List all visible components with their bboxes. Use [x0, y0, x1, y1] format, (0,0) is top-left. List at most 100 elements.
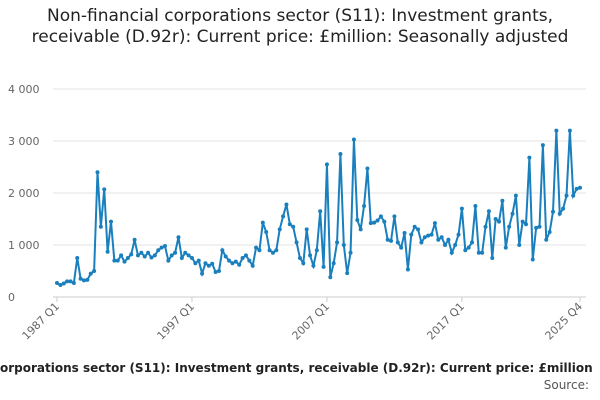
point	[112, 258, 117, 263]
point	[55, 280, 59, 285]
x-tick-label: 2007 Q1	[290, 300, 333, 343]
caption: orporations sector (S11): Investment gra…	[0, 361, 592, 375]
point	[274, 248, 279, 253]
point	[331, 261, 336, 266]
point	[530, 257, 535, 262]
point	[402, 231, 407, 236]
point	[439, 235, 444, 240]
point	[88, 271, 93, 276]
point	[68, 279, 73, 284]
point	[463, 248, 468, 253]
point	[416, 227, 421, 232]
point	[146, 250, 151, 255]
point	[385, 237, 390, 242]
y-tick-label: 0	[8, 291, 15, 304]
point	[520, 219, 525, 224]
point	[426, 233, 431, 238]
point	[203, 261, 208, 266]
point	[328, 275, 333, 280]
point	[149, 255, 154, 260]
point	[453, 243, 458, 247]
point	[382, 219, 387, 224]
point	[102, 187, 107, 192]
point	[372, 220, 377, 225]
point	[142, 254, 147, 259]
point	[537, 224, 542, 229]
point	[264, 230, 269, 234]
point	[75, 256, 80, 260]
point	[237, 262, 242, 267]
point	[183, 250, 188, 255]
point	[169, 253, 174, 258]
point	[419, 240, 424, 245]
chart-title: Non-financial corporations sector (S11):…	[31, 6, 569, 47]
point	[378, 214, 383, 219]
point	[375, 218, 380, 223]
point	[233, 259, 238, 264]
point	[78, 276, 83, 281]
point	[348, 250, 353, 255]
point	[314, 248, 319, 253]
point	[186, 253, 191, 258]
x-tick-label: 1987 Q1	[20, 300, 63, 343]
point	[436, 237, 441, 242]
point	[318, 209, 323, 214]
point	[510, 211, 515, 216]
point	[497, 219, 502, 224]
point	[156, 248, 161, 253]
point	[247, 258, 252, 263]
point	[267, 248, 272, 253]
point	[304, 227, 309, 232]
point	[405, 267, 410, 272]
point	[189, 256, 194, 260]
y-tick-label: 4 000	[8, 83, 40, 96]
point	[409, 232, 414, 237]
point	[389, 238, 394, 243]
point	[206, 263, 211, 268]
point	[125, 256, 130, 260]
point	[476, 250, 481, 255]
point	[297, 256, 302, 260]
point	[422, 235, 427, 240]
point	[513, 193, 518, 198]
point	[551, 209, 556, 214]
y-tick-label: 1 000	[8, 239, 40, 252]
line	[56, 130, 581, 287]
point	[443, 243, 448, 247]
y-tick-label: 3 000	[8, 135, 40, 148]
point	[308, 253, 313, 258]
point	[260, 220, 265, 225]
point	[321, 264, 326, 269]
point	[129, 252, 134, 257]
point	[345, 271, 350, 276]
point	[392, 214, 397, 219]
point	[193, 261, 198, 266]
point	[95, 170, 100, 175]
point	[456, 232, 461, 237]
point	[287, 222, 292, 227]
point	[351, 137, 356, 142]
point	[220, 248, 225, 253]
point	[85, 277, 90, 282]
point	[139, 250, 144, 255]
x-tick-label: 2025 Q4	[543, 300, 586, 343]
point	[159, 245, 164, 250]
point	[210, 261, 215, 266]
point	[122, 259, 127, 264]
point	[58, 283, 63, 288]
point	[355, 218, 360, 223]
point	[557, 211, 562, 216]
point	[105, 249, 110, 254]
point	[119, 253, 124, 258]
x-tick-label: 1997 Q1	[155, 300, 198, 343]
point	[567, 128, 572, 133]
point	[335, 240, 340, 245]
point	[395, 240, 400, 245]
x-tick-label: 2017 Q1	[424, 300, 467, 343]
point	[92, 269, 97, 273]
point	[200, 271, 205, 276]
point	[311, 263, 316, 268]
point	[108, 219, 113, 224]
point	[540, 143, 545, 148]
